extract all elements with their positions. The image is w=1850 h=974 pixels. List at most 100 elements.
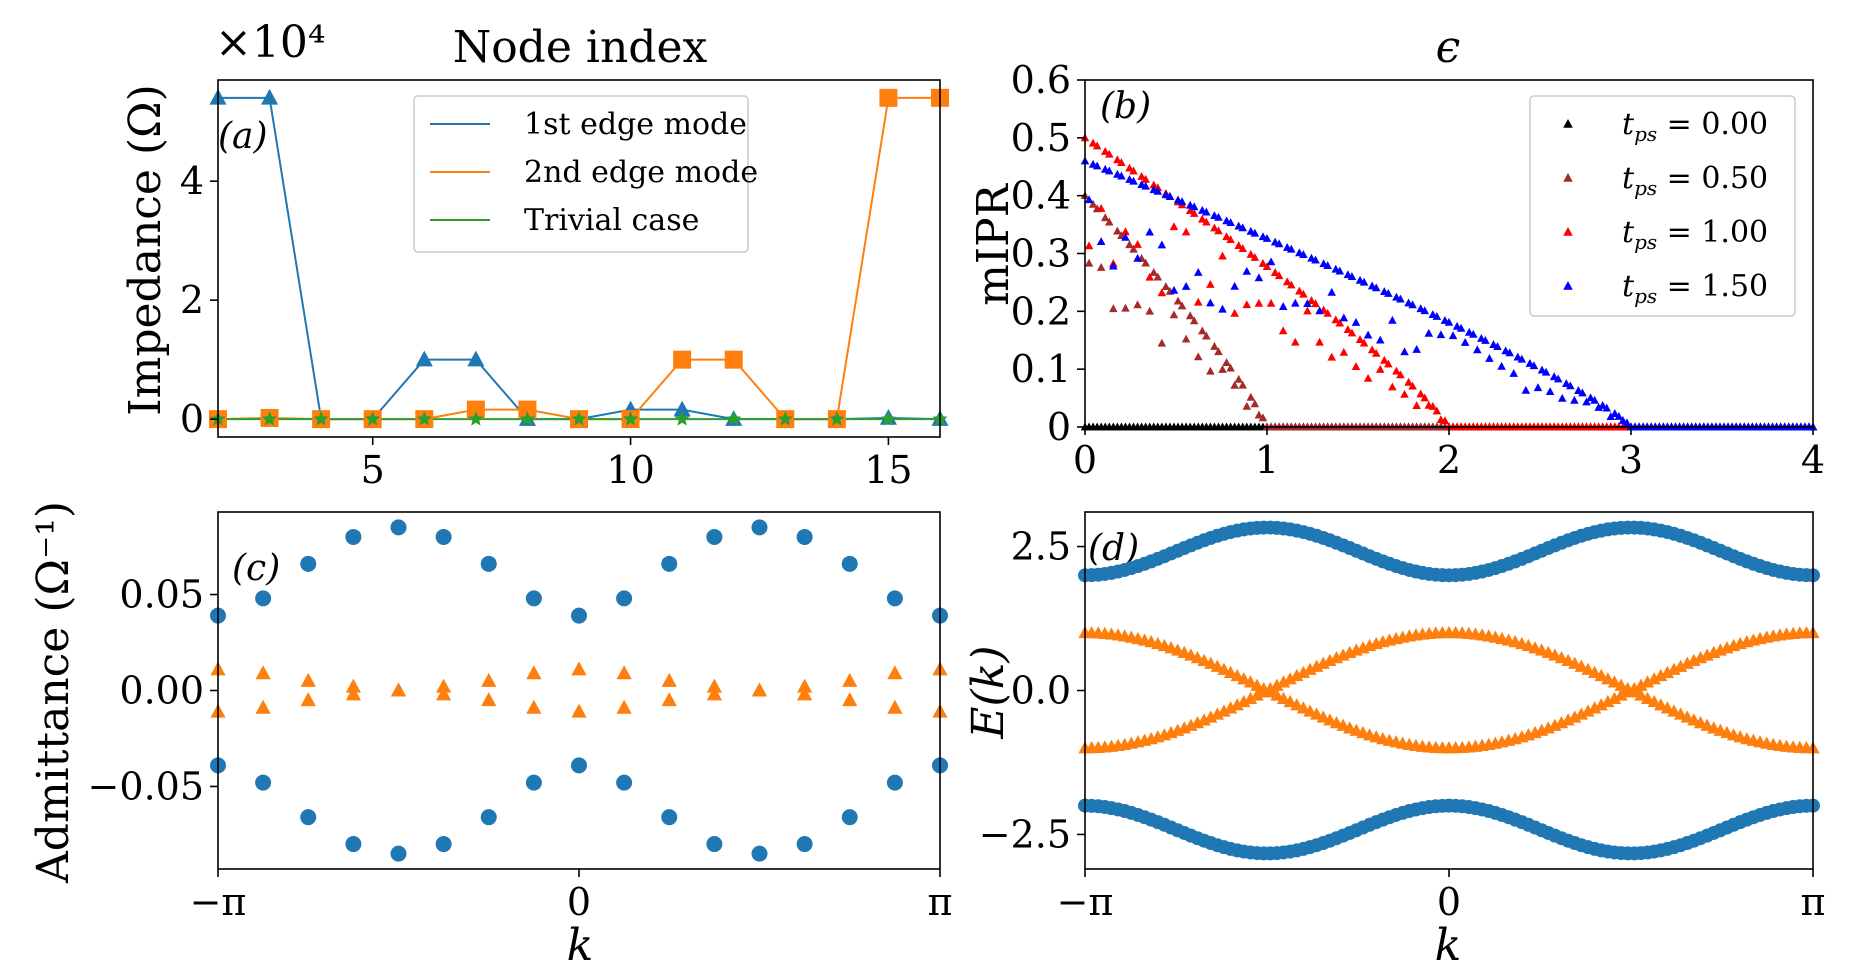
- panel-b-point: [1202, 331, 1211, 340]
- panel-b-point: [1218, 251, 1227, 260]
- panel-b-point: [1566, 381, 1575, 390]
- panel-b-point: [1485, 353, 1494, 362]
- panel-d-point: [1640, 675, 1655, 688]
- panel-a-ticks: 5 10 15 0 2 4: [180, 159, 913, 492]
- panel-d-point: [1283, 694, 1297, 708]
- panel-a-label: (a): [218, 116, 268, 157]
- panel-b-point: [1210, 341, 1219, 350]
- panel-b-point: [1521, 385, 1531, 394]
- panel-b-point: [1533, 383, 1543, 392]
- panel-b-point: [1173, 296, 1183, 305]
- panel-b-point: [1408, 300, 1417, 309]
- panel-c-point: [616, 699, 632, 714]
- panel-b-point: [1129, 244, 1138, 253]
- panel-d-point: [1237, 672, 1251, 685]
- panel-a-xtick-label: 10: [606, 448, 654, 492]
- panel-c-xtick-label: π: [928, 880, 953, 924]
- panel-b-point: [1100, 147, 1110, 155]
- panel-a: ×10⁴ Node index Impedance (Ω) (a) 5 10 15 0…: [120, 17, 949, 492]
- panel-b-point: [1121, 303, 1130, 312]
- panel-d-point: [1601, 672, 1615, 685]
- panel-d-point: [1276, 675, 1291, 688]
- panel-d-marks: [1078, 520, 1820, 861]
- panel-b-point: [1181, 227, 1191, 236]
- panel-d-frame: [1084, 511, 1814, 870]
- panel-c-point: [390, 682, 407, 697]
- panel-b-point: [1412, 345, 1421, 353]
- panel-a-point: [880, 411, 896, 426]
- panel-b-point: [1214, 212, 1223, 221]
- panel-d: E(k) k (d) −π 0 π2.50.0−2.5: [963, 511, 1826, 971]
- panel-c-frame: [217, 511, 941, 870]
- panel-b-legend-label: tps = 1.50: [1622, 269, 1768, 308]
- panel-d-xtick-label: 0: [1437, 880, 1461, 924]
- panel-b-point: [1242, 300, 1252, 309]
- panel-d-ylabel: E(k): [963, 645, 1014, 739]
- panel-b-point: [1129, 166, 1138, 175]
- panel-b-point: [1113, 155, 1122, 164]
- panel-b-point: [1104, 166, 1114, 175]
- panel-b-point: [1384, 288, 1393, 297]
- panel-c-point: [661, 555, 678, 572]
- panel-b-ytick-label: 0.2: [1011, 289, 1071, 333]
- panel-c-point: [706, 678, 722, 693]
- panel-b-point: [1230, 281, 1239, 290]
- panel-c-point: [435, 528, 452, 545]
- panel-b-point: [1109, 261, 1118, 270]
- panel-b-legend-marker: [1563, 281, 1573, 290]
- panel-b-point: [1291, 298, 1300, 307]
- panel-b-point: [1177, 197, 1187, 206]
- panel-b-point: [1113, 226, 1122, 235]
- panel-b-point: [1315, 306, 1324, 315]
- panel-d-point: [1601, 694, 1615, 708]
- panel-b-point: [1412, 401, 1421, 410]
- panel-c-point: [390, 519, 407, 536]
- panel-b-point: [1149, 180, 1159, 189]
- panel-b-legend: tps = 0.00 tps = 0.50 tps = 1.00 tps = 1.50: [1529, 95, 1796, 317]
- panel-d-point: [1250, 688, 1264, 701]
- panel-c-ytick-label: −0.05: [88, 764, 204, 808]
- panel-b-point: [1088, 199, 1098, 208]
- panel-b-point: [1578, 388, 1587, 397]
- panel-c-point: [345, 678, 361, 693]
- panel-b-point: [1109, 304, 1118, 313]
- panel-b-point: [1145, 306, 1154, 315]
- panel-b-point: [1278, 302, 1288, 311]
- panel-b-point: [1169, 310, 1179, 319]
- panel-b-ytick-label: 0.6: [1011, 58, 1071, 102]
- panel-b-point: [1440, 416, 1450, 425]
- panel-d-point: [1594, 668, 1608, 682]
- panel-d-point: [1237, 694, 1251, 708]
- panel-a-point: [724, 350, 743, 369]
- panel-c-point: [841, 809, 858, 826]
- panel-b-point: [1092, 161, 1102, 170]
- panel-a-point: [879, 88, 898, 107]
- panel-b-point: [1230, 308, 1239, 317]
- panel-b-point: [1420, 306, 1430, 315]
- panel-b-point: [1586, 393, 1595, 402]
- panel-c-point: [706, 836, 723, 853]
- panel-b-point: [1100, 213, 1110, 222]
- panel-b-point: [1157, 338, 1167, 347]
- panel-c-point: [300, 809, 317, 826]
- panel-b-legend-label: tps = 1.00: [1622, 215, 1768, 254]
- panel-c-point: [481, 672, 497, 687]
- panel-b-point: [1339, 347, 1349, 356]
- panel-c-point: [797, 686, 813, 701]
- panel-c-point: [571, 661, 587, 676]
- panel-b-point: [1141, 181, 1150, 190]
- panel-b-ylabel: mIPR: [968, 182, 1019, 306]
- panel-b-point: [1468, 329, 1478, 338]
- panel-b-point: [1404, 377, 1413, 386]
- panel-b-point: [1481, 336, 1490, 344]
- panel-d-ticks: −π 0 π 2.5 0.0 −2.5: [979, 525, 1826, 924]
- panel-b-point: [1254, 410, 1264, 419]
- panel-d-xtick-label: π: [1801, 880, 1826, 924]
- panel-b-point: [1096, 262, 1106, 271]
- panel-b-point: [1084, 195, 1094, 204]
- panel-b-point: [1456, 323, 1466, 332]
- panel-b-point: [1299, 250, 1308, 259]
- panel-a-ytick-label: 2: [180, 278, 204, 322]
- panel-b-point: [1424, 328, 1434, 337]
- panel-d-point: [1276, 691, 1291, 704]
